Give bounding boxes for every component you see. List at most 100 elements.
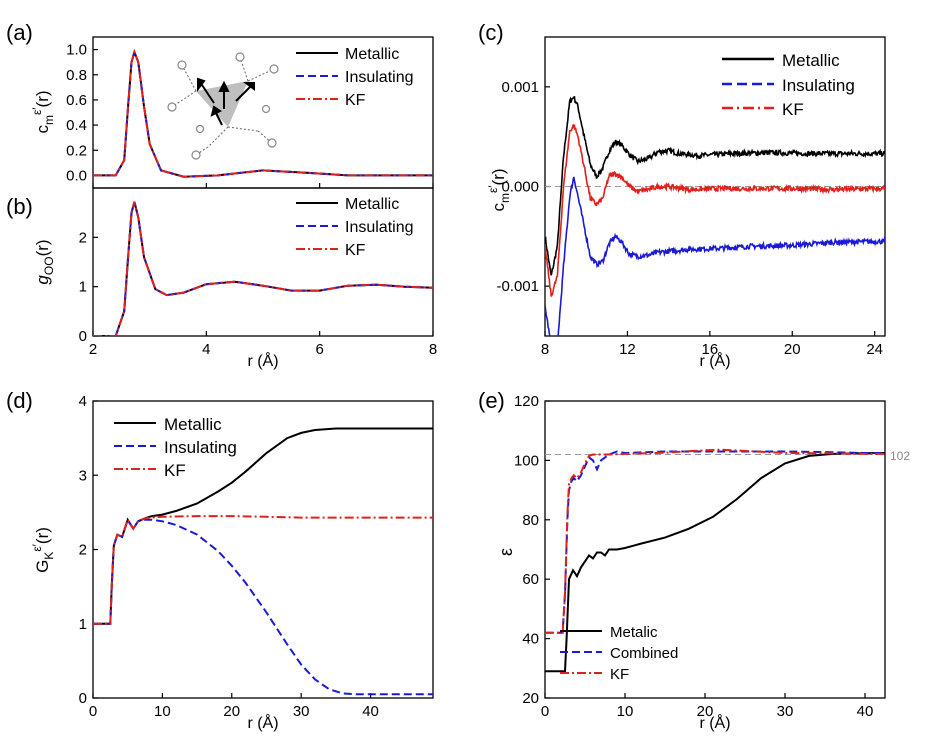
legend-label-kf: KF — [345, 92, 366, 109]
ylabel-d: GKε′(r) — [30, 527, 56, 573]
y-tick-label: 0.6 — [66, 92, 87, 109]
ylabel-c: cmε′(r) — [486, 168, 512, 211]
x-tick-label: 40 — [857, 703, 874, 720]
y-tick-label: 40 — [522, 631, 539, 648]
series-lines-e — [545, 448, 885, 673]
panel-label-b: (b) — [6, 194, 33, 219]
series-line-kf — [545, 448, 885, 634]
panel-label-e: (e) — [478, 388, 505, 413]
panel-label-c: (c) — [478, 20, 504, 45]
series-line-kf — [545, 124, 885, 297]
legend-label-metallic: Metallic — [164, 415, 222, 434]
x-tick-label: 16 — [702, 341, 719, 358]
x-tick-label: 8 — [429, 341, 437, 358]
legend-d: Metallic Insulating KF — [114, 415, 237, 480]
legend-label-metalic: Metalic — [610, 624, 658, 641]
x-tick-label: 4 — [202, 341, 210, 358]
xlabel-e: r (Å) — [699, 713, 730, 732]
reference-label-102: 102 — [890, 449, 910, 463]
series-line-metallic — [545, 95, 885, 276]
y-tick-label: 1 — [79, 279, 87, 296]
y-tick-label: 120 — [514, 393, 539, 410]
x-tick-label: 24 — [866, 341, 883, 358]
panel-a: (a) cmε′(r) 0.0 0.2 0.4 0.6 0.8 1.0 — [6, 20, 434, 189]
x-tick-label: 2 — [89, 341, 97, 358]
series-line-insulating — [93, 517, 433, 696]
legend-label-insulating: Insulating — [345, 69, 414, 86]
x-tick-label: 30 — [293, 703, 310, 720]
legend-a: Metallic Insulating KF — [296, 46, 414, 109]
legend-label-metallic: Metallic — [345, 196, 399, 213]
x-tick-label: 0 — [541, 703, 549, 720]
plot-frame-b — [92, 187, 434, 337]
panel-d: (d) GKε′(r) r (Å) 0 10 20 30 40 0 1 2 3 4 Metalli… — [6, 388, 434, 732]
xlabel-c: r (Å) — [699, 351, 730, 370]
series-line-metalic — [545, 452, 885, 673]
legend-label-metallic: Metallic — [782, 51, 840, 70]
series-lines-d — [93, 427, 433, 696]
legend-e: Metalic Combined KF — [560, 624, 678, 683]
legend-label-insulating: Insulating — [782, 76, 855, 95]
panel-b: (b) gOO(r) r (Å) 2 4 6 8 0 1 2 Metallic Insula… — [6, 187, 438, 370]
x-tick-label: 0 — [89, 703, 97, 720]
legend-label-metallic: Metallic — [345, 46, 399, 63]
ticks-e: 0 10 20 30 40 20 40 60 80 100 120 — [514, 393, 873, 720]
panel-label-d: (d) — [6, 388, 33, 413]
y-tick-label: 0 — [79, 690, 87, 707]
ticks-a: 0.0 0.2 0.4 0.6 0.8 1.0 — [66, 42, 434, 188]
series-line-insulating — [545, 176, 885, 336]
series-line-kf — [93, 201, 433, 336]
panel-label-a: (a) — [6, 20, 33, 45]
y-tick-label: 0.0 — [66, 167, 87, 184]
x-tick-label: 6 — [315, 341, 323, 358]
panel-c: (c) cmε′(r) r (Å) 8 12 16 20 24 -0.001 0.000 0.… — [478, 20, 886, 370]
ylabel-a: cmε′(r) — [30, 90, 56, 133]
plot-frame-e — [544, 400, 886, 699]
legend-label-kf: KF — [164, 461, 186, 480]
series-lines-a — [93, 48, 433, 178]
y-tick-label: 20 — [522, 690, 539, 707]
y-tick-label: 0 — [79, 328, 87, 345]
legend-label-kf: KF — [345, 242, 366, 259]
xlabel-d: r (Å) — [247, 713, 278, 732]
series-line-kf — [93, 48, 433, 178]
y-tick-label: 80 — [522, 512, 539, 529]
legend-b: Metallic Insulating KF — [296, 196, 414, 259]
legend-label-insulating: Insulating — [164, 438, 237, 457]
series-line-combined — [545, 450, 885, 634]
x-tick-label: 20 — [223, 703, 240, 720]
y-tick-label: 0.4 — [66, 117, 87, 134]
ticks-b: 2 4 6 8 0 1 2 — [79, 229, 438, 358]
y-tick-label: 0.000 — [501, 179, 539, 196]
legend-label-kf: KF — [610, 666, 629, 683]
y-tick-label: 60 — [522, 571, 539, 588]
y-tick-label: 1.0 — [66, 42, 87, 59]
x-tick-label: 30 — [777, 703, 794, 720]
y-tick-label: -0.001 — [496, 278, 539, 295]
legend-label-combined: Combined — [610, 645, 678, 662]
y-tick-label: 2 — [79, 542, 87, 559]
x-tick-label: 10 — [154, 703, 171, 720]
y-tick-label: 4 — [79, 393, 87, 410]
series-lines-b — [93, 201, 433, 336]
molecule-inset-illustration — [167, 52, 279, 160]
y-tick-label: 0.2 — [66, 142, 87, 159]
x-tick-label: 8 — [541, 341, 549, 358]
legend-label-insulating: Insulating — [345, 219, 414, 236]
ticks-d: 0 10 20 30 40 0 1 2 3 4 — [79, 393, 379, 720]
series-lines-c — [545, 95, 885, 336]
y-tick-label: 3 — [79, 467, 87, 484]
series-line-metallic — [93, 427, 433, 625]
x-tick-label: 12 — [619, 341, 636, 358]
ticks-c: 8 12 16 20 24 -0.001 0.000 0.001 — [496, 79, 883, 358]
xlabel-b: r (Å) — [247, 351, 278, 370]
x-tick-label: 10 — [617, 703, 634, 720]
y-tick-label: 0.8 — [66, 67, 87, 84]
ylabel-b: gOO(r) — [33, 239, 56, 284]
y-tick-label: 2 — [79, 229, 87, 246]
x-tick-label: 20 — [697, 703, 714, 720]
legend-c: Metallic Insulating KF — [722, 51, 855, 119]
ylabel-e: ε — [496, 548, 516, 556]
